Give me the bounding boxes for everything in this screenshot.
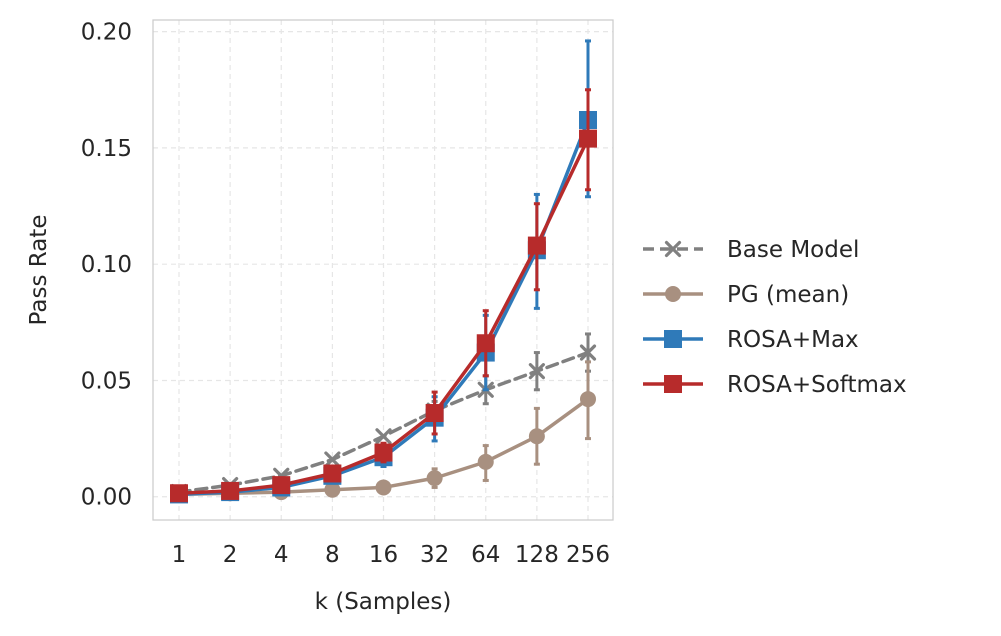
y-tick-label: 0.05 [81,368,132,394]
legend-item: ROSA+Max [643,327,859,353]
legend-label: Base Model [727,237,859,263]
data-point [579,344,597,361]
data-point [580,391,596,408]
x-axis-title: k (Samples) [315,589,452,615]
data-point [272,476,291,495]
y-axis-ticks: 0.00 0.05 0.10 0.15 0.20 [81,20,132,511]
x-axis-ticks: 1 2 4 8 16 32 64 128 256 [172,542,610,568]
data-point [221,481,240,500]
legend-marker [665,286,681,302]
y-tick-label: 0.15 [81,136,132,162]
data-point [476,334,495,353]
data-point [527,236,546,255]
legend-label: PG (mean) [727,282,849,308]
data-point [528,428,545,445]
legend-item: PG (mean) [643,282,849,308]
x-tick-label: 8 [325,542,340,568]
data-point [528,363,545,380]
x-tick-label: 256 [566,542,610,568]
x-tick-label: 4 [274,542,289,568]
data-point [426,470,443,487]
series-layer [170,39,597,504]
legend-label: ROSA+Max [727,327,859,353]
y-tick-label: 0.10 [81,252,132,278]
x-tick-label: 64 [471,542,500,568]
legend-marker [664,240,682,258]
y-tick-label: 0.00 [81,485,132,511]
legend-label: ROSA+Softmax [727,372,907,398]
y-tick-label: 0.20 [81,20,132,46]
data-point [323,464,342,483]
x-tick-label: 1 [172,542,187,568]
data-point [375,428,392,445]
data-point [425,404,444,423]
legend-item: ROSA+Softmax [643,372,907,398]
x-tick-label: 32 [420,542,449,568]
data-point [374,443,393,462]
data-point [579,129,597,148]
y-axis-title: Pass Rate [26,215,52,326]
data-point [477,453,494,470]
data-point [375,479,392,496]
data-point [170,484,188,503]
x-tick-label: 16 [369,542,398,568]
data-point [324,451,341,468]
legend: Base Model PG (mean) ROSA+Max ROSA+Softmax [643,237,907,398]
plot-frame [152,19,614,521]
legend-item: Base Model [643,237,859,263]
data-point [324,481,341,498]
x-tick-label: 2 [223,542,238,568]
legend-marker [664,375,682,393]
x-tick-label: 128 [515,542,559,568]
legend-marker [664,330,682,348]
series-rosa-softmax [170,88,597,503]
